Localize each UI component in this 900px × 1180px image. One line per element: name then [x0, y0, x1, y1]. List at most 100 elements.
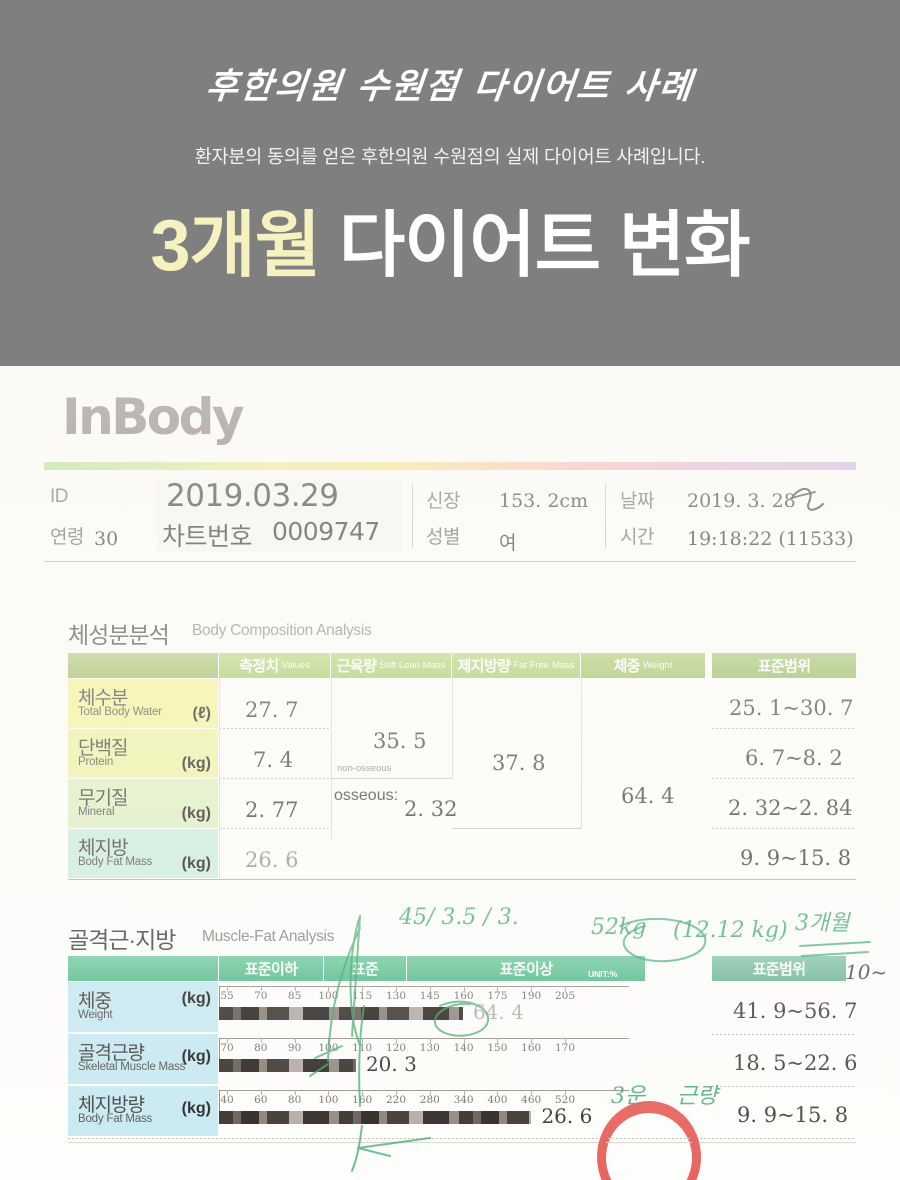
bc-row2-unit: (kg): [181, 805, 211, 822]
height-label: 신장: [426, 491, 460, 512]
bc-range-total-body-water: 25. 1~30. 7: [729, 696, 854, 720]
bc-dot-1: [219, 728, 331, 729]
bc-row1-unit: (kg): [181, 755, 211, 772]
mf-graph-body-fat-mass: 40 60 80 100 160 220 280 340 400 460 520 26. 6: [219, 1090, 647, 1136]
mf-row0-en: Weight: [78, 1009, 113, 1021]
bc-row-label-total-body-water: 체수분 Total Body Water (ℓ): [68, 679, 218, 728]
mf-graph-tick-label: 520: [554, 1094, 576, 1106]
mf-graph-tick: [531, 1038, 533, 1043]
bc-header-weight-ko: 체중: [613, 658, 641, 675]
bc-header-blank: [68, 653, 218, 678]
test-date-value: 2019. 3. 28: [687, 490, 796, 512]
bc-hline-ffm: [452, 828, 581, 829]
mf-graph-tick: [362, 986, 364, 991]
mf-row0-unit: (kg): [181, 990, 211, 1007]
promo-script-title: 후한의원 수원점 다이어트 사례: [203, 66, 696, 107]
handwritten-note: 45/ 3.5 / 3.: [399, 905, 519, 930]
handwritten-note: (12.12 kg): [673, 918, 788, 943]
mf-row1-ko: 골격근량: [78, 1043, 145, 1064]
handwritten-note: 3운: [611, 1084, 646, 1109]
bc-header-values-en: Values: [281, 660, 310, 671]
mf-header-above-standard-label: 표준이상: [499, 961, 553, 978]
bc-header-values-ko: 측정치: [239, 658, 279, 675]
mf-row-label-weight: 체중 Weight (kg): [68, 982, 218, 1032]
mf-graph-tick: [429, 986, 431, 991]
bc-value-soft-lean-mass: 35. 5: [373, 729, 427, 753]
mf-dot-2: [712, 1086, 856, 1087]
mf-graph-tick-label: 220: [385, 1094, 407, 1106]
mf-graph-tick-label: 130: [419, 1042, 440, 1054]
date-highlight-box: [157, 480, 402, 552]
mf-row2-ko: 체지방량: [78, 1095, 145, 1116]
mf-header-below-standard-label: 표준이하: [244, 961, 298, 978]
bc-row0-unit: (ℓ): [192, 705, 211, 722]
bc-header-range-ko: 표준범위: [757, 658, 811, 675]
mf-unit-note: UNIT:%: [588, 969, 618, 979]
mf-graph-tick: [328, 1090, 330, 1095]
muscle-fat-title-ko: 골격근·지방: [68, 927, 176, 953]
bc-hline-nonosseous: [331, 778, 452, 779]
body-composition-title-ko: 체성분분석: [68, 622, 170, 648]
promo-headline-highlight: 3개월: [150, 206, 322, 286]
test-time-value: 19:18:22 (11533): [687, 528, 854, 550]
bc-value-mineral: 2. 77: [245, 798, 299, 822]
bc-value-osseous: 2. 32: [404, 797, 458, 821]
mf-graph-tick: [396, 1090, 397, 1095]
mf-row1-unit: (kg): [181, 1048, 211, 1065]
mf-graph-left-edge: [219, 1038, 220, 1072]
gender-value: 여: [499, 532, 517, 554]
bc-header-slm-en: Soft Lean Mass: [379, 660, 446, 671]
mf-row2-unit: (kg): [181, 1100, 211, 1117]
bc-row-label-body-fat-mass: 체지방 Body Fat Mass (kg): [68, 829, 218, 878]
mf-graph-top-rule: [219, 1038, 629, 1039]
bc-header-ffm-ko: 제지방량: [457, 658, 511, 675]
height-value: 153. 2cm: [499, 490, 589, 512]
bc-vline-4: [581, 679, 582, 829]
mf-graph-tick-label: 100: [318, 1094, 339, 1106]
mf-graph-tick-label: 130: [385, 990, 407, 1002]
mf-graph-tick: [396, 1038, 397, 1043]
mf-graph-tick: [565, 1090, 566, 1095]
mf-header-blank: [68, 956, 218, 981]
mf-graph-weight: 55 70 85 100 115 130 145 160 175 190 205 64. 4: [219, 986, 647, 1032]
mf-graph-tick: [429, 1090, 431, 1095]
handwritten-note: 52kg: [591, 915, 647, 940]
promo-headline-rest: 다이어트 변화: [320, 206, 750, 286]
mf-graph-left-edge: [219, 1090, 220, 1124]
bc-dot-3: [219, 828, 331, 829]
mf-graph-tick-label: 80: [287, 1094, 302, 1106]
mf-graph-tick-label: 205: [554, 990, 576, 1002]
bc-vline-1: [219, 679, 220, 879]
mf-graph-tick-label: 60: [254, 1094, 268, 1106]
mf-graph-tick-label: 150: [487, 1042, 508, 1054]
bc-header-standard-range: 표준범위: [712, 653, 856, 678]
bc-vline-2: [331, 679, 332, 839]
bc-range-body-fat-mass: 9. 9~15. 8: [740, 846, 852, 870]
mf-graph-tick: [227, 1090, 228, 1095]
mf-graph-tick-label: 160: [453, 990, 474, 1002]
bc-header-ffm-en: Fat Free Mass: [513, 660, 575, 671]
mf-row1-en: Skeletal Muscle Mass: [78, 1061, 186, 1073]
bc-value-body-fat-mass: 26. 6: [245, 848, 299, 872]
bc-label-non-osseous: non-osseous: [337, 763, 392, 774]
age-label: 연령: [50, 527, 84, 548]
bc-row1-en: Protein: [78, 756, 114, 768]
mf-header-standard-label: 표준: [351, 961, 379, 978]
bc-row0-ko: 체수분: [78, 688, 128, 709]
mf-graph-tick: [531, 986, 533, 991]
mf-row-label-body-fat-mass: 체지방량 Body Fat Mass (kg): [68, 1086, 218, 1136]
bc-row2-en: Mineral: [78, 806, 115, 818]
chart-number-value: 0009747: [272, 517, 380, 546]
divider-2: [605, 484, 606, 548]
promo-subtitle: 환자분의 동의를 얻은 후한의원 수원점의 실제 다이어트 사례입니다.: [194, 146, 706, 167]
bc-row1-ko: 단백질: [78, 738, 128, 759]
bc-row3-en: Body Fat Mass: [78, 856, 153, 868]
mf-graph-tick: [463, 1038, 465, 1043]
bc-dot-2: [219, 778, 331, 779]
mf-graph-tick-label: 140: [453, 1042, 474, 1054]
mf-graph-tick-label: 85: [287, 990, 302, 1002]
mf-graph-tick: [294, 986, 296, 991]
mf-graph-bar: [219, 1007, 463, 1020]
mf-graph-tick-label: 70: [220, 1042, 234, 1054]
bc-range-protein: 6. 7~8. 2: [745, 746, 843, 770]
